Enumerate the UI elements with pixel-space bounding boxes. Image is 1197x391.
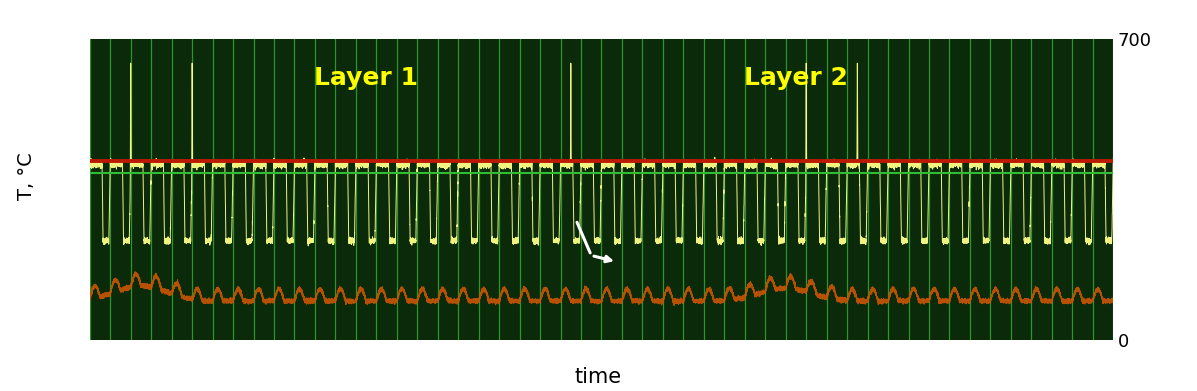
Text: T, °C: T, °C — [17, 152, 36, 200]
Text: Layer 2: Layer 2 — [745, 66, 847, 90]
Text: time: time — [575, 367, 622, 387]
Text: Layer 1: Layer 1 — [314, 66, 418, 90]
